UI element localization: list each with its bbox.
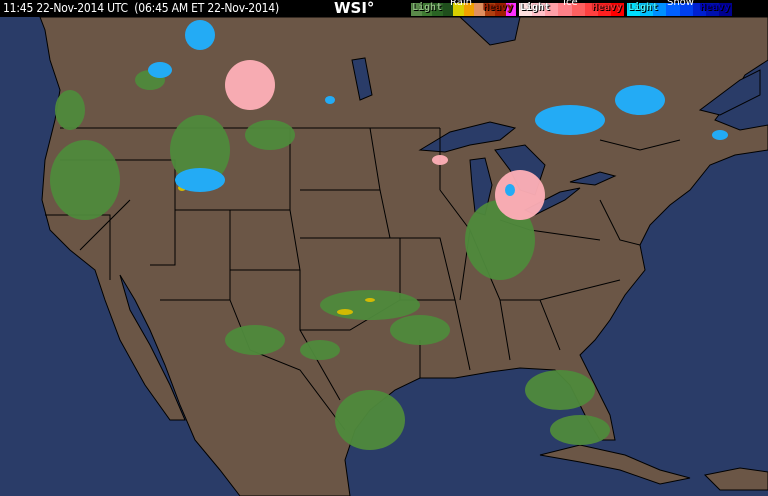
legend-ice-title: Ice [563, 0, 578, 8]
header-bar: 11:45 22-Nov-2014 UTC (06:45 AM ET 22-No… [0, 0, 768, 17]
legend-snow-swatch [692, 3, 706, 16]
lake-superior [418, 121, 517, 153]
timestamp: 11:45 22-Nov-2014 UTC (06:45 AM ET 22-No… [3, 1, 279, 15]
legend-ice-swatch [571, 3, 585, 16]
st-lawrence [698, 69, 761, 116]
legend-ice-swatch [597, 3, 611, 16]
legend-rain-swatch [442, 3, 453, 16]
legend-snow-swatch [653, 3, 667, 16]
snow-echoes [148, 20, 728, 196]
lake-winnipeg [351, 57, 373, 101]
legend-rain-swatch [421, 3, 432, 16]
legend-ice-swatch [610, 3, 624, 16]
legend-rain-swatch [411, 3, 422, 16]
legend-ice-swatch [532, 3, 546, 16]
lake-ontario [569, 171, 617, 186]
land-cuba [539, 444, 691, 485]
land-hispaniola [703, 467, 768, 491]
rain-echoes [50, 70, 610, 450]
legend-snow-light: Light [628, 2, 659, 13]
legend-rain-heavy: Heavy [483, 2, 514, 13]
legend-snow-swatch [718, 3, 732, 16]
legend-snow-title: Snow [667, 0, 694, 8]
legend-rain-swatch [474, 3, 485, 16]
legend-ice [519, 3, 624, 16]
legend-rain-swatch [463, 3, 474, 16]
wsi-logo: WSI° [334, 0, 375, 17]
legend-rain-swatch [453, 3, 464, 16]
legend-rain-title: Rain [450, 0, 472, 8]
legend-snow-swatch [640, 3, 654, 16]
precipitation-echoes [50, 20, 728, 450]
legend-rain [411, 3, 516, 16]
legend-rain-swatch [495, 3, 506, 16]
legend-ice-light: Light [520, 2, 551, 13]
legend-rain-swatch [505, 3, 516, 16]
legend-ice-swatch [584, 3, 598, 16]
ice-echoes [225, 60, 545, 220]
hudson-james-bay [459, 17, 521, 46]
legend-rain-swatch [432, 3, 443, 16]
legend-rain-light: Light [412, 2, 443, 13]
legend-ice-swatch [545, 3, 559, 16]
legend-rain-swatch [484, 3, 495, 16]
map-canvas[interactable] [0, 17, 768, 496]
legend-ice-heavy: Heavy [592, 2, 623, 13]
legend-snow-swatch [705, 3, 719, 16]
legend-ice-swatch [519, 3, 533, 16]
legend-snow-swatch [627, 3, 641, 16]
legend-snow-heavy: Heavy [700, 2, 731, 13]
legend-snow [627, 3, 732, 16]
legend-snow-swatch [666, 3, 680, 16]
legend-ice-swatch [558, 3, 572, 16]
legend-snow-swatch [679, 3, 693, 16]
